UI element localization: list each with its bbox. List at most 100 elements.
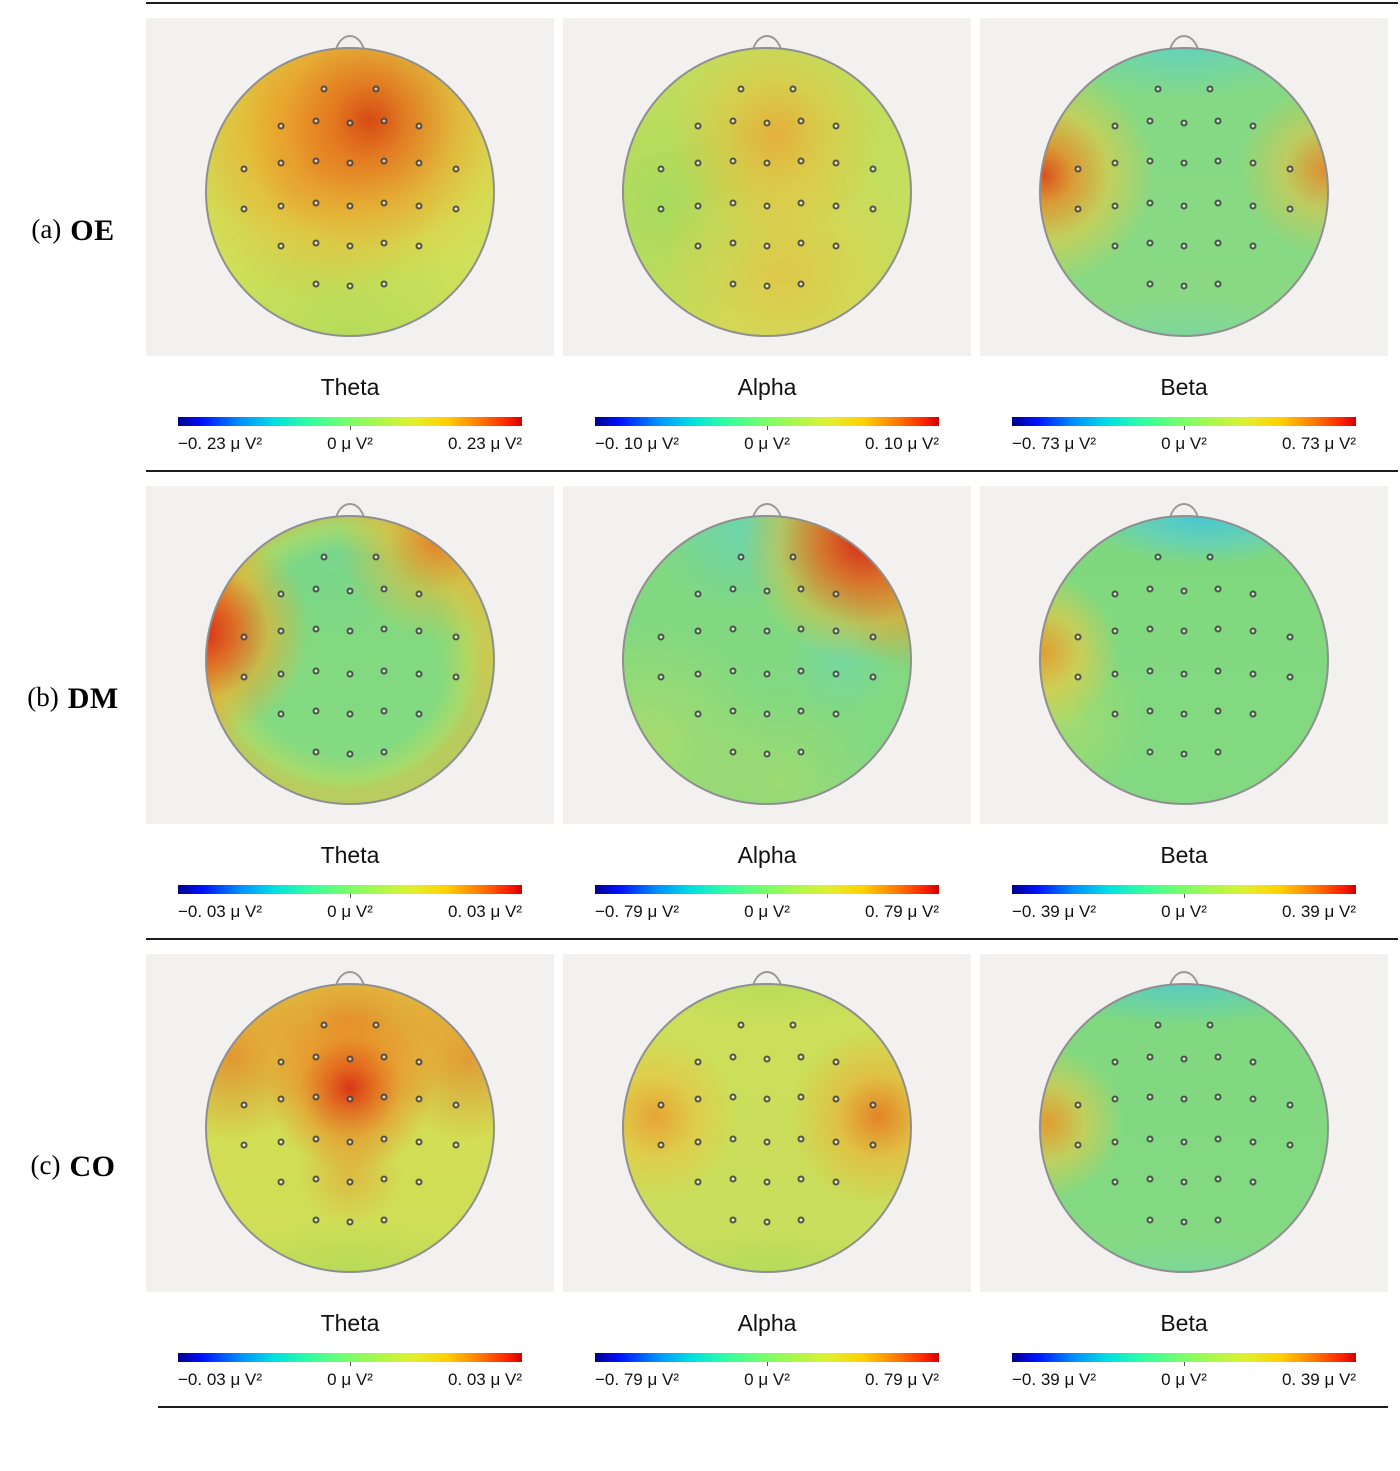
electrode-dot xyxy=(1180,1138,1188,1146)
electrode-dot xyxy=(1146,280,1154,288)
colorbar: −0. 23 μ V² 0 μ V² 0. 23 μ V² xyxy=(178,417,522,454)
topoplot-co-beta xyxy=(980,954,1388,1292)
electrode-dot xyxy=(1214,748,1222,756)
electrode-dot xyxy=(657,205,665,213)
electrode-dot xyxy=(1180,242,1188,250)
electrode-dot xyxy=(729,585,737,592)
band-label: Beta xyxy=(1160,374,1208,400)
electrode-dot xyxy=(763,159,771,167)
electrode-dot xyxy=(415,1058,423,1066)
electrode-dot xyxy=(372,1021,380,1029)
band-label: Beta xyxy=(1160,842,1208,868)
electrode-dot xyxy=(869,633,877,641)
electrode-dot xyxy=(797,1093,805,1101)
electrode-dot xyxy=(1249,159,1257,167)
electrode-dot xyxy=(380,748,388,756)
electrode-dot xyxy=(729,1053,737,1060)
electrode-dot xyxy=(729,667,737,675)
electrode-dot xyxy=(1111,242,1119,250)
electrode-dot xyxy=(694,159,702,167)
colorbar-zero-label: 0 μ V² xyxy=(744,1370,790,1389)
colorbar-zero-label: 0 μ V² xyxy=(327,434,373,453)
colorbar-zero-label: 0 μ V² xyxy=(1161,902,1207,921)
electrode-dot xyxy=(312,625,320,633)
electrode-dot xyxy=(380,239,388,247)
electrode-dot xyxy=(797,585,805,592)
panel-co-theta: Theta −0. 03 μ V² 0 μ V² 0. 03 μ V² xyxy=(146,954,554,1390)
electrode-dot xyxy=(1146,157,1154,165)
electrode-dot xyxy=(380,1053,388,1060)
electrode-dot xyxy=(763,202,771,210)
colorbar-min-label: −0. 23 μ V² xyxy=(178,434,262,453)
electrode-dot xyxy=(312,117,320,124)
electrode-dot xyxy=(694,122,702,130)
colorbar-max-label: 0. 39 μ V² xyxy=(1281,902,1357,921)
electrode-dot xyxy=(452,205,460,213)
electrode-dot xyxy=(797,748,805,756)
electrode-dot xyxy=(729,1216,737,1224)
topoplot-dm-theta xyxy=(146,486,554,824)
electrode-dot xyxy=(657,165,665,173)
electrode-dot xyxy=(415,159,423,167)
electrode-dot xyxy=(763,1218,771,1226)
electrode-dot xyxy=(277,242,285,250)
electrode-dot xyxy=(1286,1101,1294,1109)
electrode-dot xyxy=(1146,748,1154,756)
electrode-dot xyxy=(346,242,354,250)
colorbar-gradient xyxy=(595,885,939,898)
electrode-dot xyxy=(346,1138,354,1146)
head-plot xyxy=(205,971,495,1273)
electrode-dot xyxy=(380,1216,388,1224)
electrode-dot xyxy=(277,627,285,635)
electrode-dot xyxy=(277,202,285,210)
electrode-dot xyxy=(729,1175,737,1183)
electrode-dot xyxy=(312,667,320,675)
electrode-dot xyxy=(277,670,285,678)
topoplot-oe-beta xyxy=(980,18,1388,356)
head-plot xyxy=(1039,35,1329,337)
electrode-dot xyxy=(1214,157,1222,165)
electrode-dot xyxy=(1111,202,1119,210)
electrode-dot xyxy=(312,748,320,756)
topoplot-oe-theta xyxy=(146,18,554,356)
electrode-dot xyxy=(1146,1093,1154,1101)
colorbar-min-label: −0. 39 μ V² xyxy=(1012,1370,1096,1389)
colorbar-gradient xyxy=(1012,885,1356,898)
scalp-map xyxy=(205,515,495,805)
electrode-dot xyxy=(1074,165,1082,173)
electrode-dot xyxy=(380,707,388,715)
electrode-dot xyxy=(1111,1095,1119,1103)
electrode-dot xyxy=(1074,1101,1082,1109)
head-plot xyxy=(1039,503,1329,805)
electrode-dot xyxy=(1206,1021,1214,1029)
electrode-dot xyxy=(380,1093,388,1101)
top-rule xyxy=(146,2,1398,4)
colorbar-max-label: 0. 03 μ V² xyxy=(447,1370,523,1389)
electrode-dot xyxy=(415,627,423,635)
electrode-dot xyxy=(729,280,737,288)
electrode-dot xyxy=(415,202,423,210)
band-label: Theta xyxy=(320,842,380,868)
electrode-dot xyxy=(1249,627,1257,635)
electrode-dot xyxy=(452,673,460,681)
electrode-dot xyxy=(1214,667,1222,675)
electrode-dot xyxy=(763,1095,771,1103)
panel-co-alpha: Alpha −0. 79 μ V² 0 μ V² 0. 79 μ V² xyxy=(563,954,971,1390)
colorbar: −0. 03 μ V² 0 μ V² 0. 03 μ V² xyxy=(178,885,522,922)
electrode-dot xyxy=(380,585,388,592)
row-condition-label: CO xyxy=(69,1150,116,1183)
electrode-dot xyxy=(1111,159,1119,167)
electrode-dot xyxy=(1214,280,1222,288)
electrode-dot xyxy=(1146,1216,1154,1224)
electrode-dot xyxy=(312,1216,320,1224)
colorbar-gradient xyxy=(178,1353,522,1366)
colorbar-min-label: −0. 79 μ V² xyxy=(595,902,679,921)
electrode-dot xyxy=(694,590,702,598)
electrode-dot xyxy=(1111,1058,1119,1066)
electrode-dot xyxy=(346,119,354,127)
colorbar-gradient xyxy=(178,417,522,430)
electrode-dot xyxy=(694,1095,702,1103)
electrode-dot xyxy=(312,585,320,592)
electrode-dot xyxy=(869,205,877,213)
